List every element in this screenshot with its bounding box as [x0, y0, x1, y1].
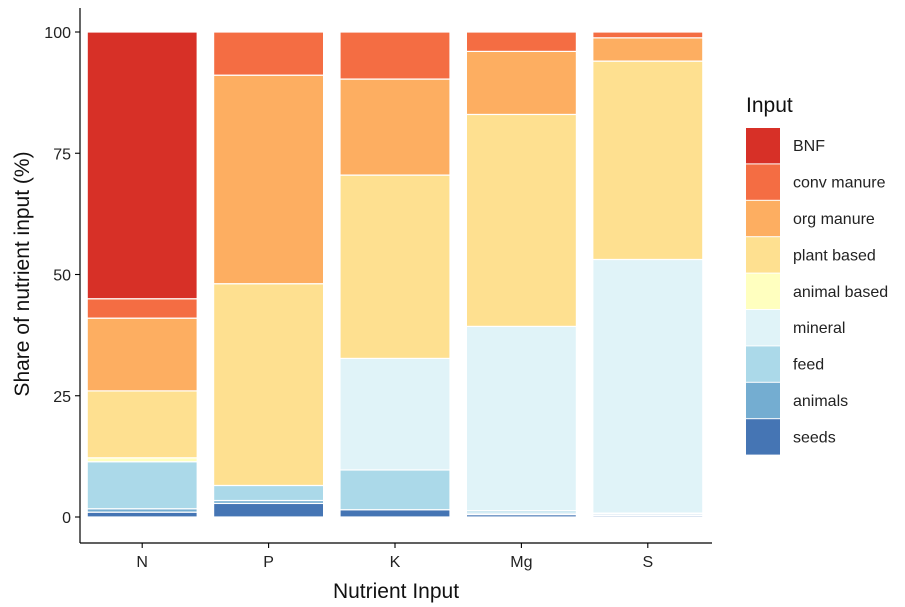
- bar-segment-S-org-manure: [592, 37, 704, 62]
- x-tick-label: N: [136, 554, 148, 571]
- bar-segment-Mg-org-manure: [465, 50, 577, 116]
- legend-label: mineral: [793, 320, 845, 337]
- y-axis-ticks: 0 25 50 75 100: [44, 25, 80, 527]
- bar-segment-P-conv-manure: [213, 31, 325, 76]
- legend-label: org manure: [793, 211, 875, 228]
- legend-title: Input: [746, 94, 793, 117]
- legend-label: animal based: [793, 284, 888, 301]
- bar-segment-P-plant-based: [213, 283, 325, 487]
- y-tick-label: 50: [53, 268, 71, 285]
- bar-segment-K-mineral: [339, 357, 451, 471]
- x-axis-ticks: N P K Mg S: [136, 543, 653, 571]
- x-axis-title: Nutrient Input: [333, 580, 459, 603]
- legend-key-feed: [746, 346, 780, 382]
- legend-key-plant-based: [746, 237, 780, 273]
- legend-label: plant based: [793, 247, 876, 264]
- bar-segment-K-seeds: [339, 509, 451, 518]
- bar-segment-N-seeds: [86, 511, 198, 518]
- legend-key-seeds: [746, 419, 780, 455]
- bar-segment-P-feed: [213, 484, 325, 502]
- y-tick-label: 25: [53, 389, 71, 406]
- legend-label: animals: [793, 393, 848, 410]
- bar-segment-P-org-manure: [213, 74, 325, 285]
- bar-segment-N-plant-based: [86, 390, 198, 459]
- legend-label: seeds: [793, 429, 836, 446]
- bar-segment-P-seeds: [213, 502, 325, 518]
- y-axis-title: Share of nutrient input (%): [11, 151, 34, 396]
- bar-segment-N-conv-manure: [86, 298, 198, 319]
- x-tick-label: K: [390, 554, 401, 571]
- bars-group: [86, 31, 704, 518]
- y-tick-label: 100: [44, 25, 71, 42]
- legend-key-BNF: [746, 128, 780, 164]
- bar-segment-N-BNF: [86, 31, 198, 300]
- legend-label: conv manure: [793, 175, 886, 192]
- y-tick-label: 0: [62, 510, 71, 527]
- bar-segment-K-conv-manure: [339, 31, 451, 80]
- legend-label: BNF: [793, 138, 825, 155]
- x-tick-label: Mg: [510, 554, 532, 571]
- bar-segment-K-org-manure: [339, 78, 451, 176]
- bar-segment-Mg-mineral: [465, 325, 577, 512]
- bar-segment-N-feed: [86, 461, 198, 510]
- legend: Input BNF conv manure org manure plant base…: [746, 94, 888, 455]
- legend-key-org-manure: [746, 200, 780, 237]
- y-tick-label: 75: [53, 146, 71, 163]
- legend-key-animal-based: [746, 273, 780, 309]
- bar-segment-Mg-conv-manure: [465, 31, 577, 52]
- legend-key-conv-manure: [746, 164, 780, 200]
- legend-label: feed: [793, 357, 824, 374]
- bar-segment-K-plant-based: [339, 174, 451, 360]
- bar-segment-S-plant-based: [592, 60, 704, 261]
- x-tick-label: S: [642, 554, 653, 571]
- bar-segment-N-org-manure: [86, 317, 198, 392]
- bar-segment-S-conv-manure: [592, 31, 704, 39]
- bar-segment-Mg-plant-based: [465, 113, 577, 327]
- legend-key-mineral: [746, 310, 780, 346]
- legend-key-animals: [746, 382, 780, 419]
- x-tick-label: P: [263, 554, 274, 571]
- bar-segment-K-feed: [339, 469, 451, 511]
- bar-segment-S-mineral: [592, 258, 704, 514]
